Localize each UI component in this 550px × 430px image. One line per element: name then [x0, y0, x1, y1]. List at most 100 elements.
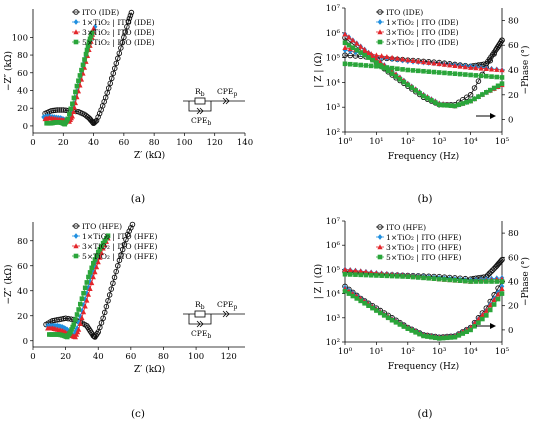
data-point [487, 87, 493, 93]
data-point [399, 56, 406, 62]
data-point [405, 326, 411, 331]
data-point [82, 285, 88, 291]
x-axis-label: Frequency (Hz) [388, 361, 459, 372]
data-point [491, 302, 497, 307]
data-point [483, 307, 489, 313]
y-axis-label: | Z | (Ω) [313, 264, 324, 299]
data-point [425, 334, 430, 339]
data-point [95, 329, 101, 335]
data-point [73, 317, 78, 322]
data-point [377, 254, 383, 260]
y-tick-label: 10² [326, 338, 340, 348]
data-point [405, 82, 411, 88]
data-point [400, 274, 405, 279]
data-point [456, 333, 462, 338]
data-point [377, 244, 383, 250]
data-point [104, 235, 109, 241]
data-point [342, 271, 348, 277]
data-point [499, 81, 505, 86]
data-point [483, 65, 489, 72]
data-point [84, 47, 90, 53]
data-point [84, 280, 90, 285]
data-point [105, 298, 111, 304]
data-point [374, 308, 379, 313]
data-point [115, 55, 121, 62]
data-point [366, 303, 371, 308]
arrow-head-icon [490, 323, 496, 329]
data-point [495, 296, 501, 302]
data-point [77, 320, 83, 326]
data-point [347, 267, 353, 273]
chart-panel-d: 10⁰ 10¹ 10² 10³ 10⁴ 10⁵ 10² 10³ 10⁴ 10⁵ 10⁶ 10⁷ 0 20 4… [313, 217, 531, 420]
data-point [126, 228, 132, 234]
data-point [116, 257, 123, 264]
data-point [121, 34, 127, 41]
data-point [389, 317, 395, 323]
data-point [122, 29, 129, 35]
data-point [97, 254, 103, 260]
data-point [494, 279, 500, 284]
data-point [73, 19, 79, 25]
legend-label: 5×TiO₂ | ITO (IDE) [386, 38, 459, 47]
data-point [52, 107, 58, 114]
data-point [489, 279, 494, 284]
data-point [468, 279, 473, 284]
legend-label: ITO (IDE) [386, 8, 423, 17]
data-point [431, 69, 437, 75]
x-tick-label: 10¹ [369, 137, 383, 147]
legend-label: ITO (HFE) [82, 222, 122, 231]
x-tick-label: 10² [401, 347, 415, 357]
y2-tick-label: 40 [508, 66, 519, 76]
data-point [447, 62, 453, 68]
data-point [442, 70, 447, 76]
x-axis-label: Z′ (kΩ) [134, 364, 165, 375]
data-point [436, 336, 442, 341]
data-point [102, 309, 108, 316]
data-point [488, 269, 494, 275]
data-point [79, 296, 85, 301]
x-tick-label: 0 [30, 352, 35, 362]
data-point [342, 44, 348, 50]
data-point [436, 70, 442, 75]
data-point [478, 279, 484, 284]
data-point [108, 286, 115, 292]
data-point [448, 335, 454, 340]
data-point [128, 225, 134, 231]
x-tick-label: 10³ [432, 137, 446, 147]
data-point [426, 275, 432, 281]
data-point [431, 60, 437, 66]
data-point [54, 107, 60, 113]
x-tick-label: 40 [93, 352, 104, 362]
data-point [362, 52, 367, 58]
data-point [468, 64, 474, 70]
data-point [405, 274, 411, 279]
data-point [487, 302, 493, 308]
data-point [358, 43, 364, 49]
data-point [381, 65, 387, 71]
y2-tick-label: 80 [508, 229, 519, 239]
circuit-label-r: Rb [195, 87, 205, 98]
y2-axis-label: −Phase (°) [520, 257, 531, 306]
data-point [377, 29, 383, 35]
data-point [102, 238, 108, 244]
data-point [342, 266, 348, 272]
data-point [89, 280, 95, 286]
data-point [113, 268, 119, 275]
data-point [124, 23, 130, 30]
y2-tick-label: 80 [508, 16, 519, 26]
y2-tick-label: 40 [508, 278, 519, 288]
data-point [377, 234, 383, 240]
data-point [478, 65, 484, 71]
circuit-label-cpe-sub: b [207, 333, 211, 340]
data-point [129, 221, 136, 228]
data-point [415, 275, 421, 280]
data-point [105, 85, 112, 91]
data-point [452, 71, 458, 77]
data-point [499, 279, 505, 284]
legend-label: 3×TiO₂ | ITO (IDE) [386, 28, 459, 37]
data-point [110, 280, 116, 287]
data-point [48, 108, 54, 114]
legend-label: 3×TiO₂ | ITO (HFE) [386, 243, 461, 252]
data-point [73, 233, 79, 239]
impedance-line [344, 286, 503, 338]
